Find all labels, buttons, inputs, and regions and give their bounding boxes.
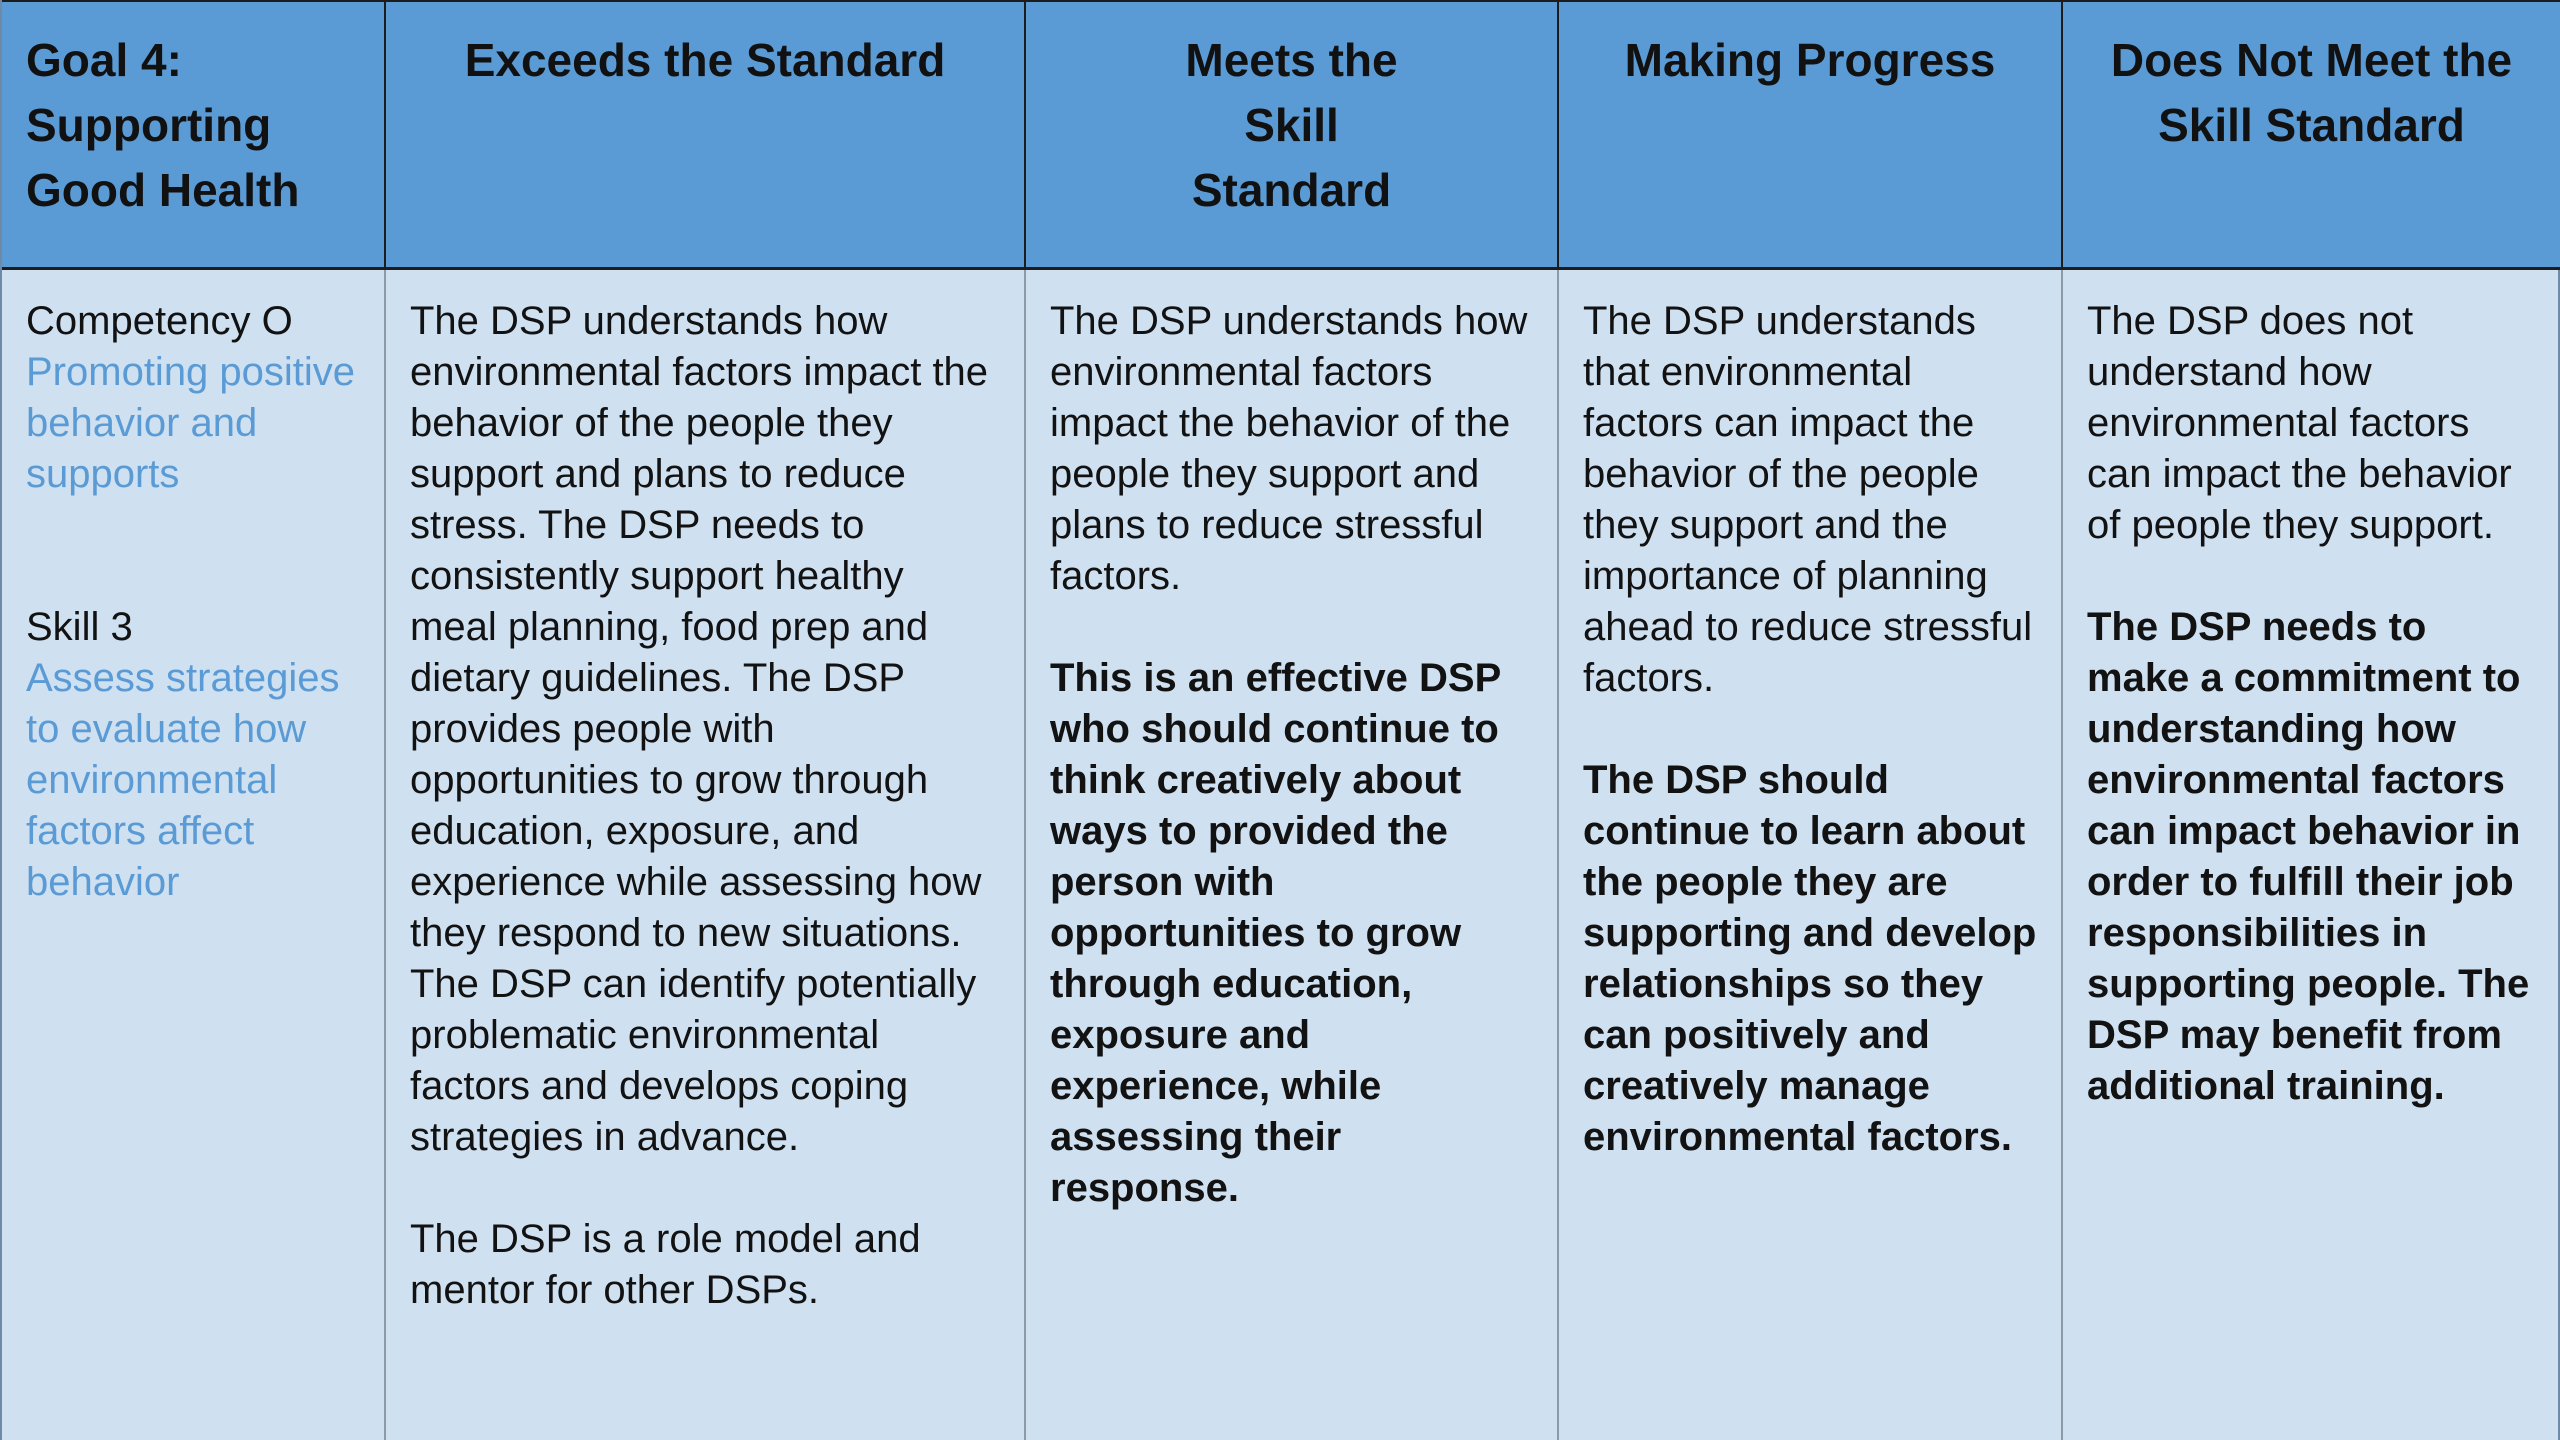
header-goal-line-2: Supporting <box>26 99 272 151</box>
header-meets-line-1: Meets the <box>1185 34 1398 86</box>
competency-label: Competency O <box>26 299 293 343</box>
cell-goal-details: Competency O Promoting positive behavior… <box>2 270 386 1440</box>
exceeds-paragraph-2: The DSP is a role model and mentor for o… <box>410 1217 921 1312</box>
header-goal: Goal 4: Supporting Good Health <box>2 0 386 270</box>
skill-link[interactable]: Assess strategies to evaluate how enviro… <box>26 656 340 904</box>
header-does-not-meet: Does Not Meet the Skill Standard <box>2063 0 2560 270</box>
spacer <box>26 500 360 602</box>
making-progress-paragraph-1: The DSP understands that environmental f… <box>1583 299 2033 700</box>
meets-paragraph-1: The DSP understands how environmental fa… <box>1050 299 1528 598</box>
header-making-progress-line-1: Making Progress <box>1624 34 1996 86</box>
making-progress-paragraph-2: The DSP should continue to learn about t… <box>1583 758 2037 1159</box>
header-does-not-meet-line-1: Does Not Meet the <box>2110 34 2513 86</box>
skill-label: Skill 3 <box>26 605 133 649</box>
does-not-meet-paragraph-2: The DSP needs to make a commitment to un… <box>2087 605 2530 1108</box>
header-does-not-meet-line-2: Skill Standard <box>2158 99 2465 151</box>
header-meets-line-2: Skill <box>1244 99 1339 151</box>
cell-meets: The DSP understands how environmental fa… <box>1026 270 1559 1440</box>
header-making-progress: Making Progress <box>1559 0 2063 270</box>
header-exceeds: Exceeds the Standard <box>386 0 1026 270</box>
header-exceeds-line-1: Exceeds the Standard <box>464 34 946 86</box>
cell-making-progress: The DSP understands that environmental f… <box>1559 270 2063 1440</box>
meets-paragraph-2: This is an effective DSP who should cont… <box>1050 656 1501 1210</box>
cell-exceeds: The DSP understands how environmental fa… <box>386 270 1026 1440</box>
header-goal-line-1: Goal 4: <box>26 34 182 86</box>
competency-link[interactable]: Promoting positive behavior and supports <box>26 350 356 496</box>
does-not-meet-paragraph-1: The DSP does not understand how environm… <box>2087 299 2512 547</box>
header-goal-line-3: Good Health <box>26 164 300 216</box>
exceeds-paragraph-1: The DSP understands how environmental fa… <box>410 299 989 1159</box>
header-meets: Meets the Skill Standard <box>1026 0 1559 270</box>
cell-does-not-meet: The DSP does not understand how environm… <box>2063 270 2560 1440</box>
header-meets-line-3: Standard <box>1191 164 1392 216</box>
